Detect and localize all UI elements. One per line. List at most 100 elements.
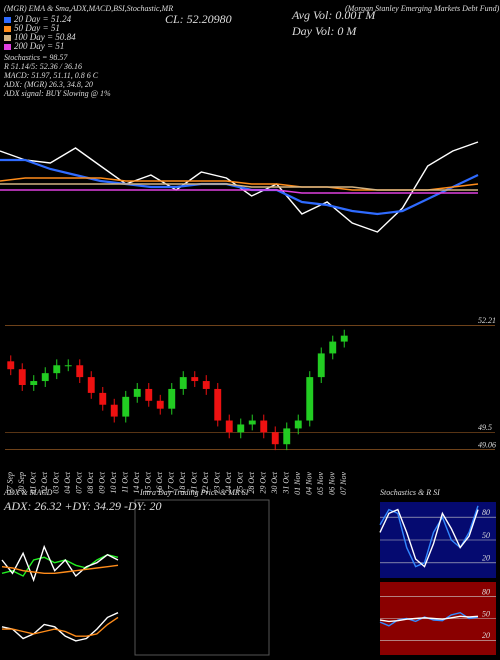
panel-title: ADX & MACD (3, 488, 53, 497)
series-line (0, 183, 478, 191)
legend-swatch (4, 44, 11, 50)
candle-body (99, 392, 107, 405)
candle-body (214, 388, 222, 421)
x-tick-label: 10 Oct (109, 471, 118, 493)
series-line (0, 189, 478, 194)
x-tick-label: 15 Oct (144, 471, 153, 493)
header-text: (Morgan Stanley Emerging Markets Debt Fu… (345, 4, 500, 13)
legend-entry: 20 Day = 51.24 (14, 14, 72, 24)
y-tick-label: 52.21 (478, 316, 496, 325)
x-tick-label: 06 Nov (328, 472, 337, 495)
candle-body (133, 388, 141, 397)
candle-body (18, 369, 26, 385)
candle-body (64, 365, 72, 367)
candle-body (145, 388, 153, 401)
legend-entry: 50 Day = 51 (14, 23, 60, 33)
candle-body (76, 365, 84, 378)
series-line (379, 615, 479, 623)
legend-entry: 200 Day = 51 (14, 41, 64, 51)
y-tick-label: 50 (482, 531, 490, 540)
x-tick-label: 05 Nov (316, 472, 325, 495)
x-tick-label: 14 Oct (132, 471, 141, 493)
x-tick-label: 07 Oct (75, 471, 84, 493)
x-tick-label: 30 Oct (270, 471, 279, 494)
candle-body (271, 432, 279, 445)
candle-body (306, 377, 314, 421)
series-line (1, 564, 119, 574)
y-tick-label: 50 (482, 609, 490, 618)
x-tick-label: 04 Oct (63, 471, 72, 493)
candle-body (7, 361, 15, 370)
header-text: Stochastics = 98.57 (4, 53, 68, 62)
candle-body (237, 424, 245, 433)
header-text: MACD: 51.97, 51.11, 0.8 6 C (3, 71, 99, 80)
candle-body (41, 373, 49, 382)
candle-body (122, 396, 130, 417)
x-tick-label: 25 Oct (236, 471, 245, 493)
x-tick-label: 24 Oct (224, 471, 233, 493)
header-text: SI,Stochastic,MR (118, 4, 173, 13)
panel-subtitle: ADX: 26.32 +DY: 34.29 -DY: 20 (3, 499, 162, 513)
x-tick-label: 09 Oct (98, 471, 107, 493)
candle-body (30, 381, 38, 385)
candle-body (294, 420, 302, 429)
legend-swatch (4, 17, 11, 23)
candle-body (53, 365, 61, 374)
x-tick-label: 03 Oct (52, 471, 61, 493)
candle-body (87, 377, 95, 393)
x-tick-label: 30 Sep (17, 472, 26, 495)
x-tick-label: 22 Oct (201, 471, 210, 493)
series-line (1, 544, 119, 583)
legend-entry: 100 Day = 50.84 (14, 32, 76, 42)
candle-body (179, 377, 187, 389)
x-tick-label: 16 Oct (155, 471, 164, 493)
legend-swatch (4, 35, 11, 41)
header-text: Avg Vol: 0.001 M (291, 8, 376, 22)
y-tick-label: 20 (482, 554, 490, 563)
x-tick-label: 18 Oct (178, 471, 187, 493)
candle-body (260, 420, 268, 433)
candle-body (225, 420, 233, 433)
y-tick-label: 80 (482, 508, 490, 517)
x-tick-label: 08 Oct (86, 471, 95, 493)
candle-body (317, 353, 325, 378)
y-tick-label: 80 (482, 587, 490, 596)
x-tick-label: 28 Oct (247, 471, 256, 493)
x-tick-label: 29 Oct (259, 471, 268, 493)
x-tick-label: 01 Oct (29, 471, 38, 493)
x-tick-label: 17 Oct (167, 471, 176, 493)
header-text: ADX: (MGR) 26.3, 34.8, 20 (3, 80, 93, 89)
candle-body (110, 404, 118, 417)
header-text: CL: 52.20980 (165, 12, 232, 26)
candle-body (168, 388, 176, 409)
y-tick-label: 49.5 (478, 423, 492, 432)
x-tick-label: 27 Sep (6, 472, 15, 494)
intraday-title: Intra Day Trading Price & MR SI (139, 488, 249, 497)
x-tick-label: 21 Oct (190, 471, 199, 493)
header-text: ADX signal: BUY Slowing @ 1% (3, 89, 111, 98)
series-line (379, 508, 479, 568)
candle-body (156, 400, 164, 409)
x-tick-label: 23 Oct (213, 471, 222, 493)
y-tick-label: 20 (482, 631, 490, 640)
y-tick-label: 49.06 (478, 441, 496, 450)
header-text: Day Vol: 0 M (291, 24, 357, 38)
intraday-panel (134, 499, 270, 656)
candle-body (283, 428, 291, 445)
candle-body (248, 420, 256, 425)
series-line (0, 158, 479, 216)
candle-body (340, 335, 348, 342)
candle-body (202, 381, 210, 389)
x-tick-label: 01 Nov (293, 472, 302, 495)
header-text: R 51.14/5: 52.36 / 36.16 (3, 62, 82, 71)
x-tick-label: 02 Oct (40, 471, 49, 493)
candle-body (329, 341, 337, 354)
candle-body (191, 377, 199, 382)
series-line (1, 553, 119, 577)
legend-swatch (4, 26, 11, 32)
series-line (1, 612, 119, 642)
x-tick-label: 31 Oct (282, 471, 291, 494)
x-tick-label: 04 Nov (305, 472, 314, 495)
panel-title: Stochastics & R SI (380, 488, 440, 497)
